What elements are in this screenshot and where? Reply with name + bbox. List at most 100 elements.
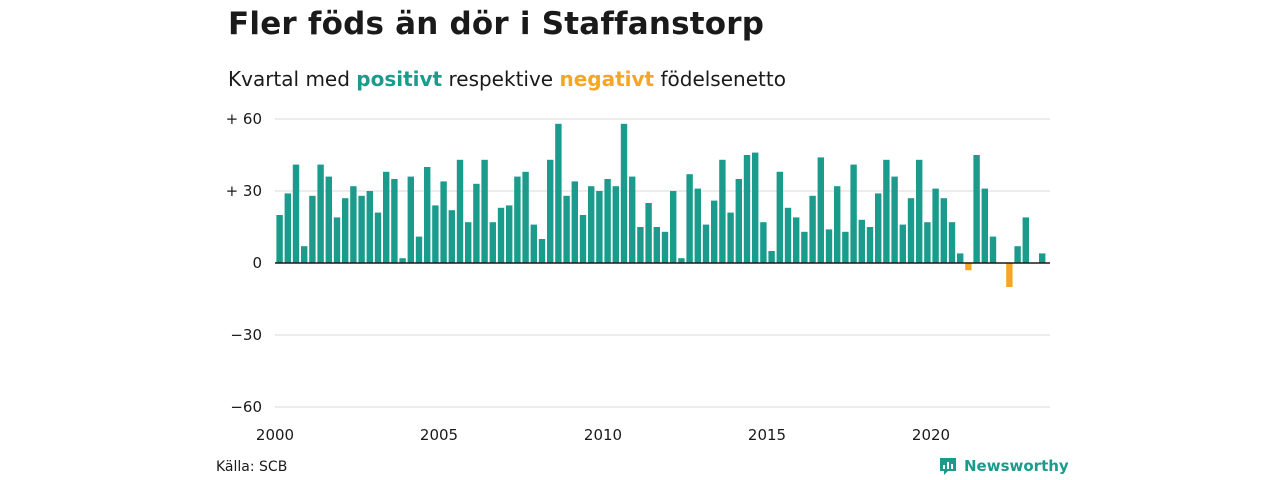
subtitle-text-3: födelsenetto [654, 67, 786, 91]
bar-positive [604, 179, 611, 263]
bar-positive [973, 155, 980, 263]
bar-positive [653, 227, 660, 263]
bar-positive [456, 159, 464, 263]
bar-positive [563, 195, 570, 263]
bar-positive [711, 200, 718, 263]
bar-positive [358, 195, 365, 263]
bar-positive [350, 186, 357, 263]
x-tick-label: 2010 [584, 426, 622, 444]
bar-negative [965, 263, 972, 271]
bar-positive [612, 186, 619, 263]
bar-positive [981, 188, 988, 263]
bar-positive [399, 258, 406, 263]
brand-logo[interactable]: Newsworthy [938, 456, 1069, 476]
bar-positive [891, 176, 898, 263]
bar-positive [940, 198, 947, 263]
x-tick-label: 2020 [912, 426, 950, 444]
y-tick-label: −60 [230, 398, 262, 416]
bar-positive [957, 253, 964, 263]
bar-positive [924, 222, 931, 263]
bar-positive [809, 195, 816, 263]
bar-positive [629, 176, 636, 263]
y-tick-label: + 60 [226, 110, 262, 128]
bar-positive [481, 159, 488, 263]
bar-positive [538, 239, 546, 263]
bar-positive [637, 227, 644, 263]
bar-positive [448, 210, 455, 263]
x-tick-label: 2005 [420, 426, 458, 444]
bar-positive [588, 186, 595, 263]
bar-positive [907, 198, 915, 263]
subtitle-positive-word: positivt [356, 67, 443, 91]
chart-subtitle: Kvartal med positivt respektive negativt… [228, 67, 786, 91]
bar-positive [276, 215, 283, 263]
subtitle-text-1: Kvartal med [228, 67, 357, 91]
bar-positive [883, 159, 890, 263]
y-tick-label: 0 [252, 254, 262, 272]
newsworthy-logo-icon [940, 458, 956, 475]
bar-positive [899, 224, 906, 263]
bar-positive [866, 227, 874, 263]
bar-positive [670, 191, 677, 263]
bar-positive [522, 171, 529, 263]
bar-positive [440, 181, 447, 263]
bar-positive [473, 183, 480, 263]
bar-positive [735, 179, 742, 263]
bar-positive [579, 215, 587, 263]
bar-positive [727, 212, 734, 263]
bar-positive [571, 181, 578, 263]
bar-positive [825, 229, 833, 263]
bar-positive [547, 159, 554, 263]
bar-positive [342, 198, 349, 263]
bar-positive [842, 231, 849, 263]
bar-positive [801, 231, 808, 263]
bar-positive [301, 246, 308, 263]
bar-positive [743, 155, 751, 263]
brand-name: Newsworthy [964, 457, 1069, 475]
bar-positive [407, 176, 414, 263]
bar-positive [415, 236, 423, 263]
y-tick-label: + 30 [226, 182, 262, 200]
bar-positive [702, 224, 710, 263]
bar-positive [530, 224, 537, 263]
bar-positive [817, 157, 824, 263]
bar-positive [424, 167, 431, 263]
x-tick-label: 2000 [256, 426, 294, 444]
bar-positive [506, 205, 513, 263]
bar-positive [752, 152, 759, 263]
bar-positive [1014, 246, 1021, 263]
bar-positive [694, 188, 701, 263]
bar-positive [850, 164, 857, 263]
bar-positive [317, 164, 324, 263]
bar-positive [760, 222, 767, 263]
chart-title: Fler föds än dör i Staffanstorp [228, 6, 765, 42]
bar-positive [333, 217, 341, 263]
bar-positive [292, 164, 300, 263]
subtitle-text-2: respektive [442, 67, 560, 91]
bar-positive [776, 171, 783, 263]
bar-positive [374, 212, 382, 263]
x-tick-label: 2015 [748, 426, 786, 444]
bar-positive [858, 219, 865, 263]
bar-positive [432, 205, 439, 263]
bar-positive [383, 171, 390, 263]
bar-positive [465, 222, 472, 263]
bar-positive [719, 159, 726, 263]
bar-positive [916, 159, 923, 263]
bar-positive [620, 123, 628, 263]
bar-positive [514, 176, 521, 263]
bar-positive [1022, 217, 1029, 263]
bar-positive [325, 176, 332, 263]
bar-positive [932, 188, 939, 263]
bar-positive [309, 195, 316, 263]
bar-positive [1039, 253, 1046, 263]
bar-positive [645, 203, 652, 263]
bar-positive [948, 222, 956, 263]
y-tick-label: −30 [230, 326, 262, 344]
bar-positive [989, 236, 997, 263]
bar-positive [768, 251, 775, 263]
bar-positive [489, 222, 496, 263]
bar-positive [875, 193, 882, 263]
source-label: Källa: SCB [216, 459, 288, 475]
